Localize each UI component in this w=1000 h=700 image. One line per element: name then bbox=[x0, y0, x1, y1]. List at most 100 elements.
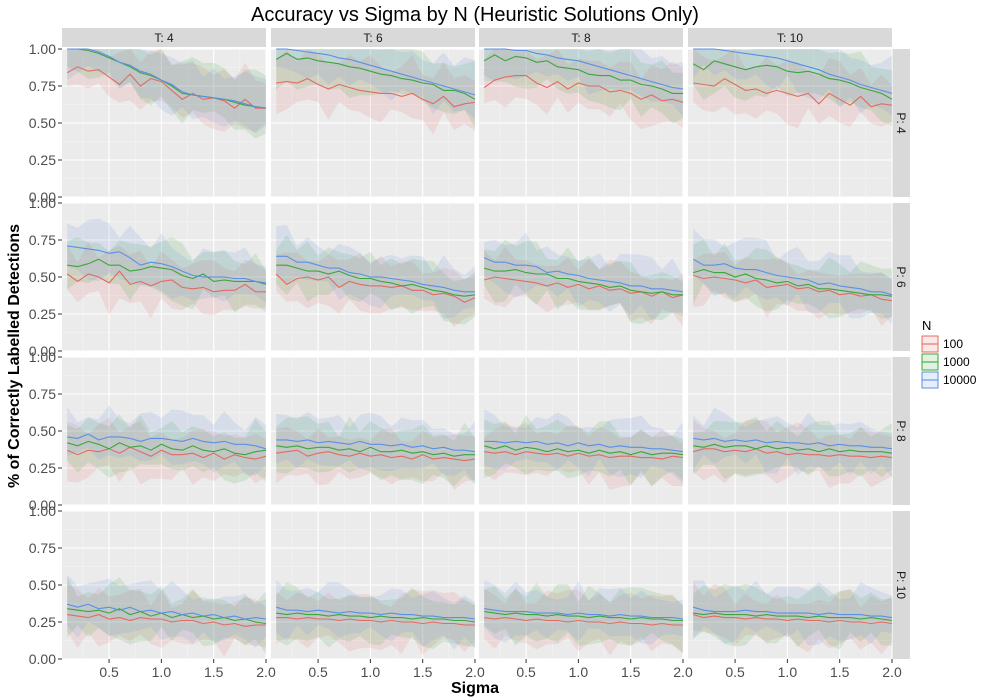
confidence-band-n-10000 bbox=[67, 49, 266, 134]
y-tick-label: 0.50 bbox=[29, 115, 56, 131]
y-tick-label: 1.00 bbox=[29, 503, 56, 519]
confidence-band-n-1000 bbox=[67, 49, 266, 139]
panel-t-4-p-6 bbox=[62, 202, 267, 352]
confidence-band-n-10000 bbox=[693, 49, 892, 116]
series-line-n-100 bbox=[67, 614, 266, 627]
confidence-band-n-1000 bbox=[276, 582, 475, 649]
confidence-band-n-1000 bbox=[484, 582, 683, 653]
series-line-n-1000 bbox=[67, 258, 267, 285]
series-line-n-10000 bbox=[276, 48, 476, 96]
panel-t-8-p-10 bbox=[479, 510, 684, 660]
panel-t-6-p-6 bbox=[271, 202, 476, 352]
y-tick-label: 1.00 bbox=[29, 195, 56, 211]
series-line-n-1000 bbox=[693, 269, 893, 297]
y-tick-label: 0.00 bbox=[29, 497, 56, 513]
confidence-band-n-100 bbox=[693, 252, 892, 326]
column-strip-t-10 bbox=[688, 28, 892, 47]
series-line-n-1000 bbox=[276, 612, 476, 623]
row-strip-p-8 bbox=[892, 357, 910, 505]
legend-label: 100 bbox=[943, 337, 963, 351]
series-line-n-10000 bbox=[483, 257, 684, 293]
series-line-n-100 bbox=[66, 446, 267, 460]
confidence-band-n-100 bbox=[484, 49, 683, 130]
legend-label: 10000 bbox=[943, 373, 977, 387]
y-tick-label: 0.50 bbox=[29, 423, 56, 439]
panel-t-8-p-6 bbox=[479, 202, 684, 352]
panel-t-6-p-4 bbox=[271, 48, 476, 198]
series-line-n-10000 bbox=[484, 608, 684, 620]
y-tick-label: 0.75 bbox=[29, 232, 56, 248]
confidence-band-n-10000 bbox=[67, 574, 266, 648]
confidence-band-n-1000 bbox=[67, 414, 266, 484]
column-strip-t-8 bbox=[479, 28, 683, 47]
series-line-n-10000 bbox=[693, 48, 893, 94]
confidence-band-n-100 bbox=[693, 582, 892, 655]
series-line-n-10000 bbox=[276, 255, 475, 293]
confidence-band-n-10000 bbox=[276, 579, 475, 650]
confidence-band-n-100 bbox=[276, 49, 475, 135]
series-line-n-1000 bbox=[693, 443, 893, 454]
y-tick-label: 0.50 bbox=[29, 577, 56, 593]
confidence-band-n-100 bbox=[67, 49, 266, 132]
series-line-n-100 bbox=[276, 617, 475, 626]
y-tick-label: 1.00 bbox=[29, 41, 56, 57]
y-tick-label: 0.00 bbox=[29, 651, 56, 667]
confidence-band-n-10000 bbox=[693, 228, 892, 325]
y-tick-label: 0.00 bbox=[29, 343, 56, 359]
series-line-n-1000 bbox=[693, 612, 893, 622]
series-line-n-1000 bbox=[692, 60, 893, 100]
x-tick-label: 1.5 bbox=[204, 664, 224, 680]
panel-t-4-p-8 bbox=[62, 356, 267, 506]
confidence-band-n-10000 bbox=[276, 49, 475, 119]
row-strip-label: P: 8 bbox=[894, 420, 908, 442]
column-strip-t-4 bbox=[62, 28, 266, 47]
x-tick-label: 1.0 bbox=[778, 664, 798, 680]
series-line-n-10000 bbox=[484, 48, 684, 90]
series-line-n-100 bbox=[276, 77, 476, 108]
x-tick-label: 1.5 bbox=[830, 664, 850, 680]
series-line-n-100 bbox=[484, 617, 683, 626]
row-strip-label: P: 6 bbox=[894, 266, 908, 288]
confidence-band-n-1000 bbox=[693, 49, 892, 126]
x-tick-label: 2.0 bbox=[882, 664, 902, 680]
series-line-n-1000 bbox=[483, 54, 683, 94]
series-line-n-1000 bbox=[276, 264, 476, 297]
confidence-band-n-100 bbox=[484, 422, 683, 491]
y-tick-label: 0.75 bbox=[29, 78, 56, 94]
series-line-n-100 bbox=[276, 449, 476, 462]
y-tick-label: 0.50 bbox=[29, 269, 56, 285]
series-line-n-10000 bbox=[276, 439, 476, 453]
confidence-band-n-100 bbox=[67, 417, 266, 485]
row-strip-p-6 bbox=[892, 203, 910, 351]
confidence-band-n-10000 bbox=[67, 405, 266, 476]
series-line-n-1000 bbox=[276, 445, 475, 457]
series-line-n-10000 bbox=[67, 433, 267, 450]
x-tick-label: 1.5 bbox=[413, 664, 433, 680]
y-tick-label: 0.75 bbox=[29, 386, 56, 402]
confidence-band-n-10000 bbox=[484, 580, 683, 645]
panel-t-10-p-4 bbox=[688, 48, 893, 198]
y-tick-label: 0.25 bbox=[29, 306, 56, 322]
panel-t-4-p-10 bbox=[62, 510, 267, 660]
confidence-band-n-1000 bbox=[276, 416, 475, 487]
y-tick-label: 1.00 bbox=[29, 349, 56, 365]
series-line-n-100 bbox=[483, 75, 684, 103]
x-tick-label: 0.5 bbox=[516, 664, 536, 680]
confidence-band-n-1000 bbox=[693, 416, 892, 480]
series-line-n-10000 bbox=[67, 245, 267, 284]
confidence-band-n-10000 bbox=[67, 218, 266, 304]
confidence-band-n-10000 bbox=[276, 411, 475, 484]
row-strip-p-10 bbox=[892, 511, 910, 659]
series-line-n-10000 bbox=[484, 440, 684, 453]
series-line-n-10000 bbox=[692, 258, 893, 296]
confidence-band-n-10000 bbox=[276, 225, 475, 319]
series-line-n-1000 bbox=[67, 48, 267, 109]
series-line-n-100 bbox=[66, 66, 266, 109]
confidence-band-n-100 bbox=[67, 241, 266, 319]
y-tick-label: 0.25 bbox=[29, 152, 56, 168]
y-tick-label: 0.75 bbox=[29, 540, 56, 556]
legend-item-n-100: 100 bbox=[921, 335, 963, 353]
series-line-n-100 bbox=[484, 451, 684, 460]
column-strip-label: T: 10 bbox=[777, 31, 803, 45]
